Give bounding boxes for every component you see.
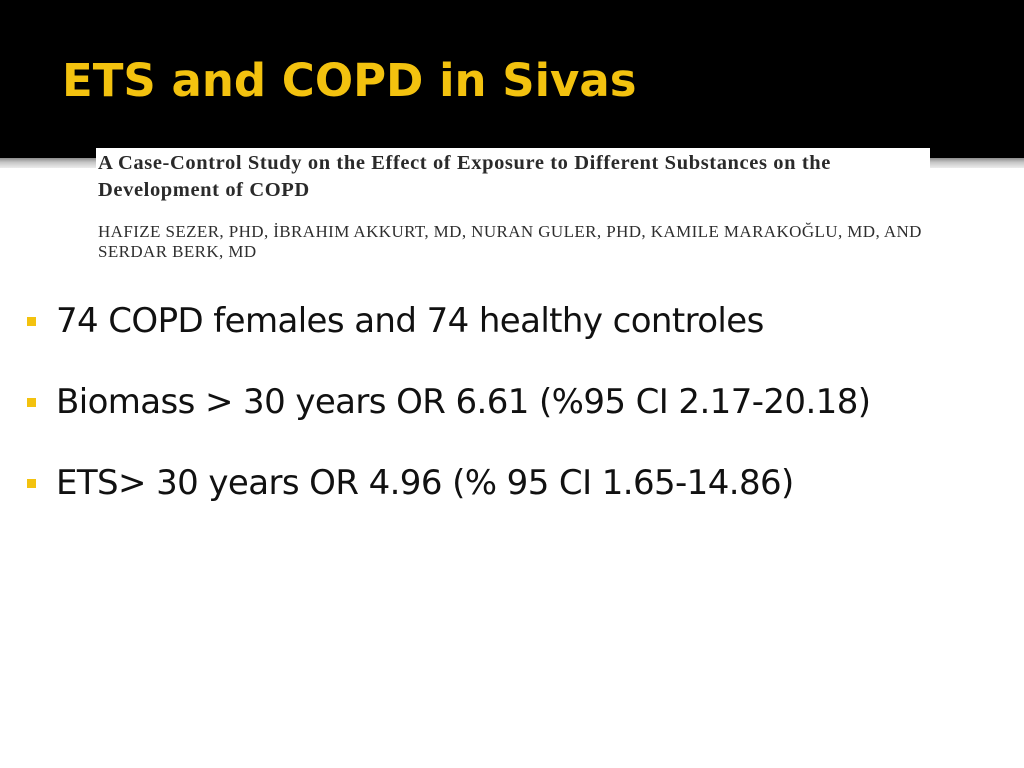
paper-authors: HAFIZE SEZER, PhD, İBRAHIM AKKURT, MD, N… <box>98 222 922 261</box>
title-band <box>0 0 1024 158</box>
bullet-item: ETS> 30 years OR 4.96 (% 95 CI 1.65-14.8… <box>0 458 1024 508</box>
bullet-text: 74 COPD females and 74 healthy controles <box>56 301 764 341</box>
square-bullet-icon <box>27 317 36 326</box>
bullet-text: ETS> 30 years OR 4.96 (% 95 CI 1.65-14.8… <box>56 463 794 503</box>
square-bullet-icon <box>27 479 36 488</box>
square-bullet-icon <box>27 398 36 407</box>
paper-title: A Case-Control Study on the Effect of Ex… <box>98 152 831 201</box>
paper-header-clipping: A Case-Control Study on the Effect of Ex… <box>96 148 930 264</box>
bullet-item: Biomass > 30 years OR 6.61 (%95 CI 2.17-… <box>0 377 1024 427</box>
bullet-list: 74 COPD females and 74 healthy controles… <box>0 296 1024 539</box>
bullet-item: 74 COPD females and 74 healthy controles <box>0 296 1024 346</box>
slide-title: ETS and COPD in Sivas <box>62 54 637 107</box>
bullet-text: Biomass > 30 years OR 6.61 (%95 CI 2.17-… <box>56 382 871 422</box>
